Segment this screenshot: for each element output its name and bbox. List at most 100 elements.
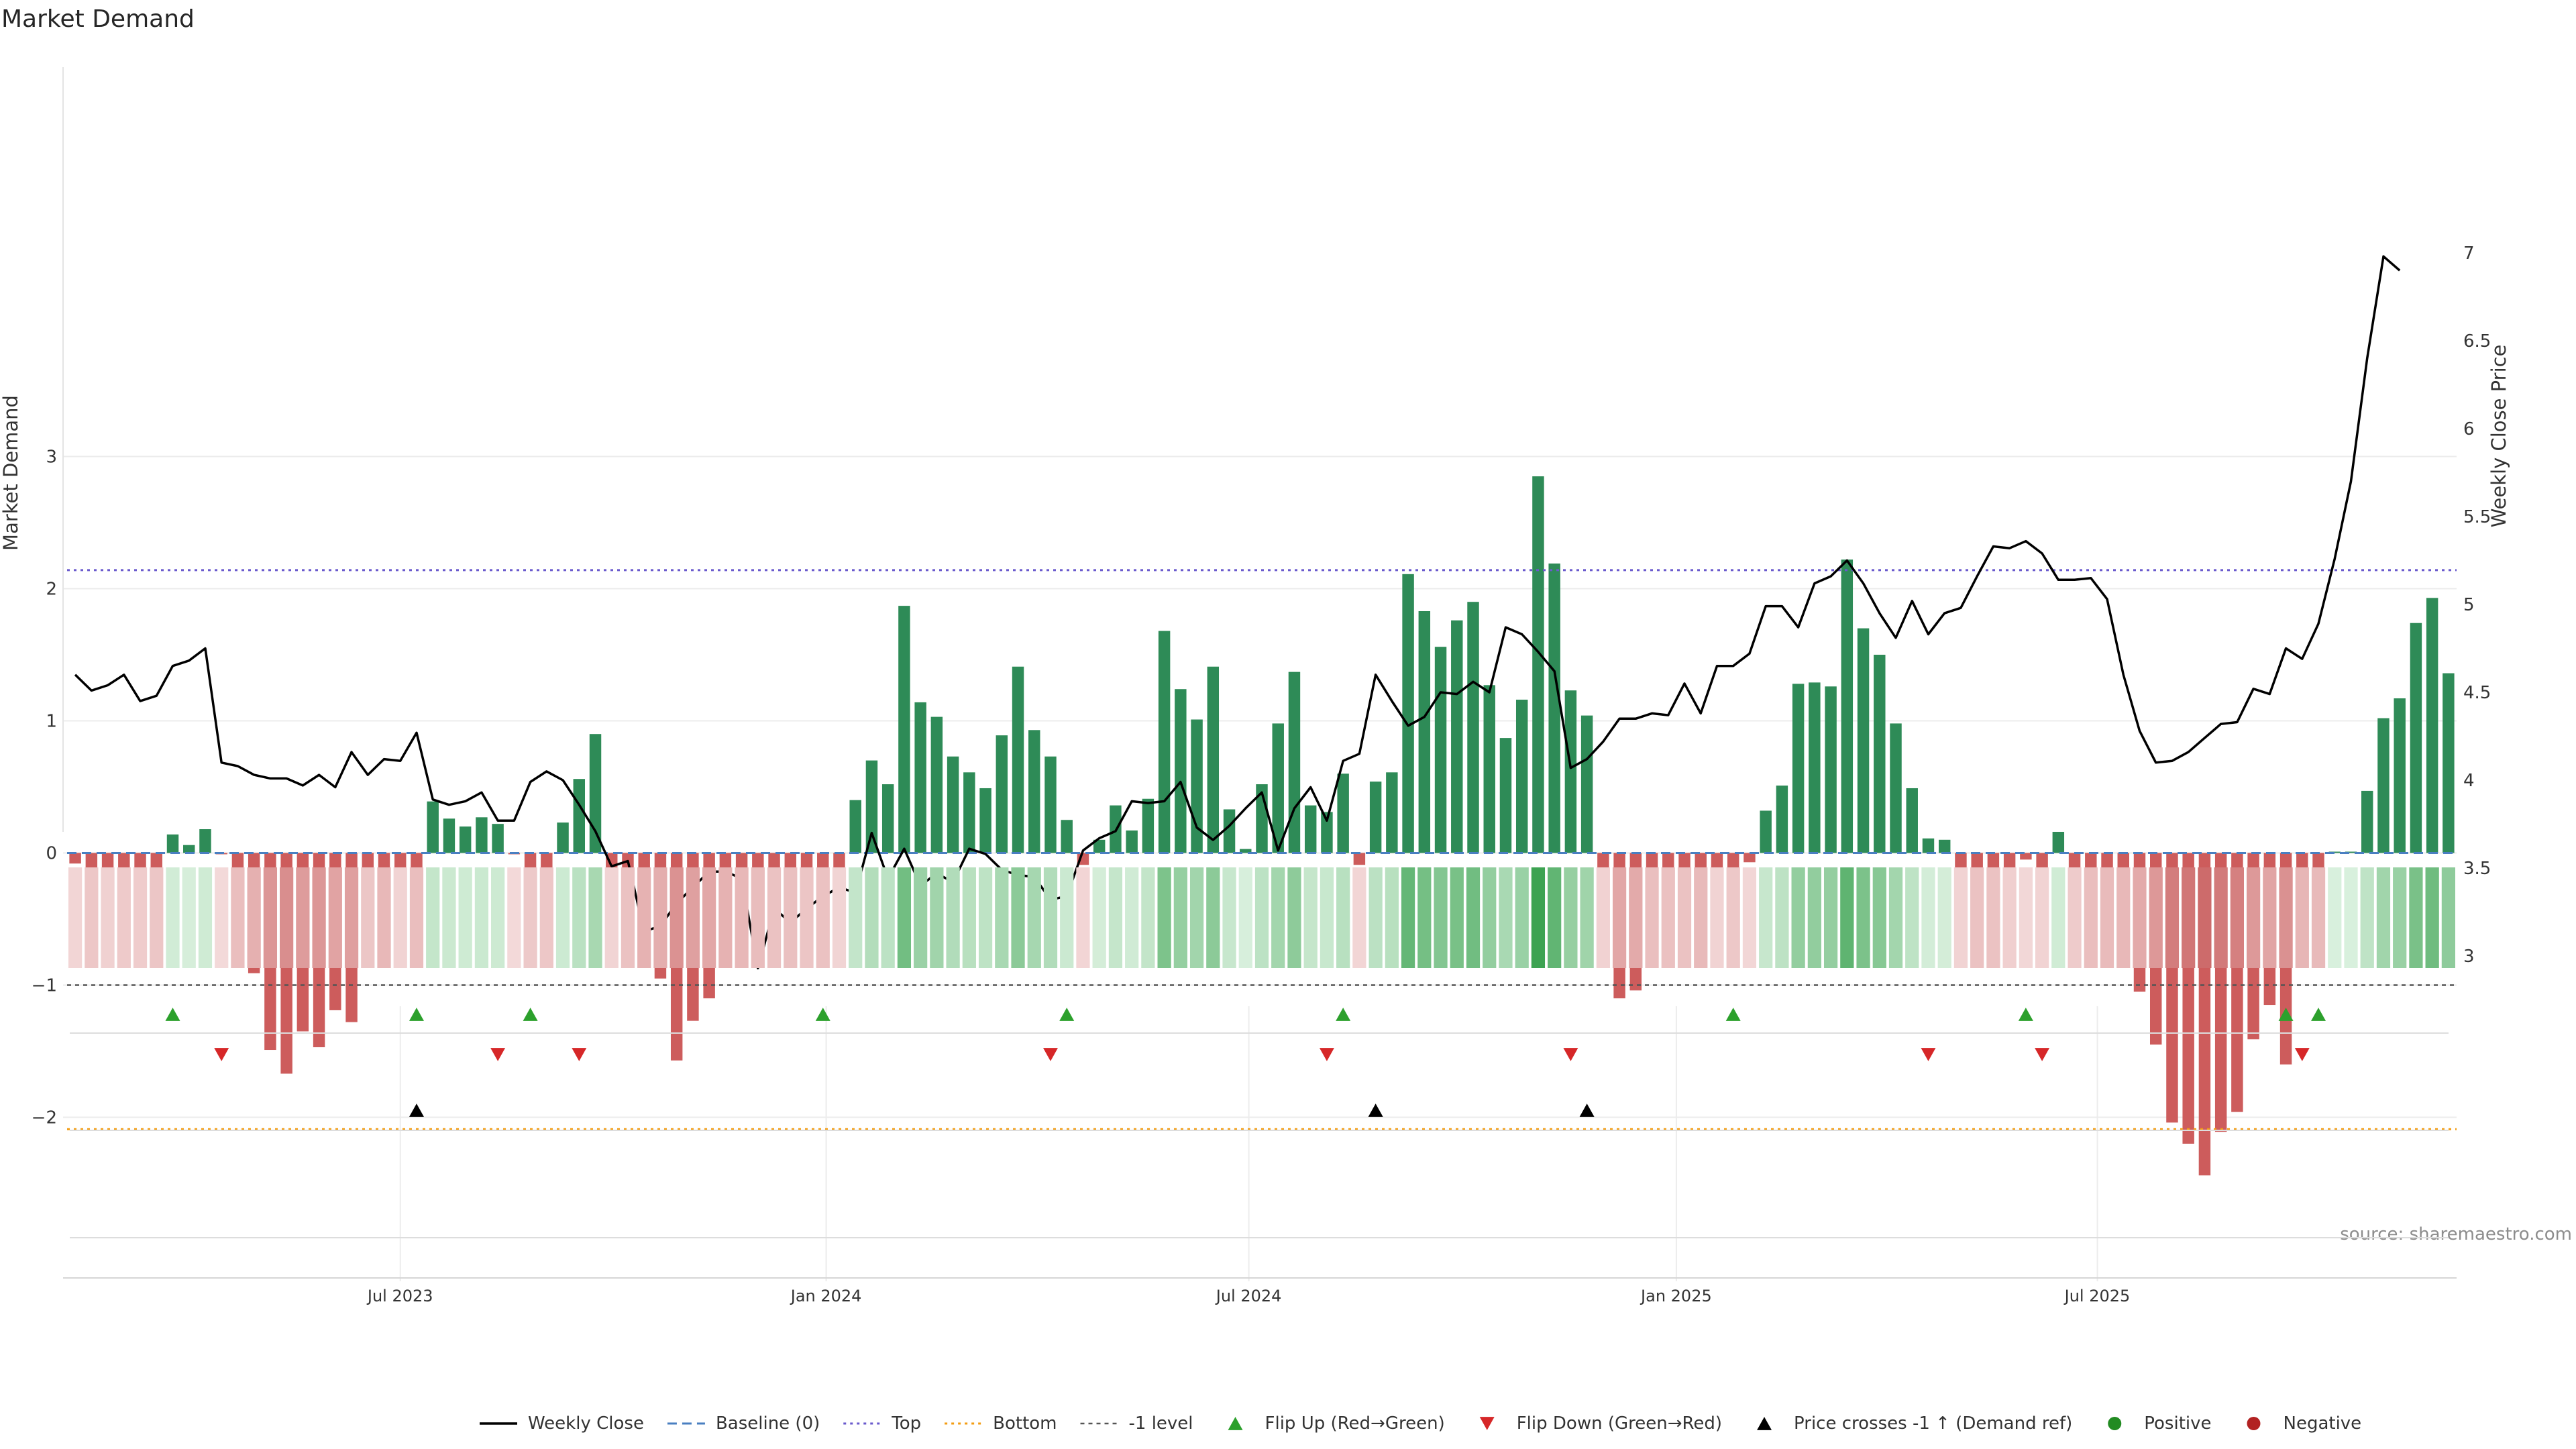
heat-cell <box>800 867 814 968</box>
demand-bar <box>2443 673 2455 853</box>
heat-cell <box>784 867 798 968</box>
y2-tick-label: 3 <box>2463 947 2475 967</box>
demand-bar <box>1175 689 1187 853</box>
heat-cell <box>2165 867 2180 968</box>
heat-cell <box>1872 867 1886 968</box>
heat-cell <box>2295 867 2309 968</box>
demand-bar <box>1955 853 1967 872</box>
heat-cell <box>1385 867 1399 968</box>
demand-bar <box>2410 623 2422 853</box>
heat-cell <box>133 867 148 968</box>
heat-cell <box>1125 867 1139 968</box>
flip-up-marker <box>523 1008 538 1021</box>
heat-cell <box>1434 867 1448 968</box>
price-cross-marker <box>1579 1104 1595 1117</box>
heat-cell <box>2376 867 2391 968</box>
demand-bar <box>1093 839 1106 853</box>
heat-cell <box>653 867 667 968</box>
legend-label: Baseline (0) <box>716 1413 820 1434</box>
heat-cell <box>1629 867 1643 968</box>
demand-bar <box>1906 788 1918 853</box>
heat-cell <box>1368 867 1383 968</box>
demand-bar <box>394 853 407 871</box>
heat-cell <box>1076 867 1090 968</box>
heat-cell <box>2328 867 2342 968</box>
heat-cell <box>1531 867 1546 968</box>
demand-bar <box>2361 790 2373 853</box>
heat-cell <box>1515 867 1529 968</box>
demand-bar <box>1809 682 1821 853</box>
demand-bar <box>1288 672 1301 853</box>
price-cross-panel <box>70 1104 2449 1131</box>
heat-cell <box>1303 867 1318 968</box>
heat-cell <box>1645 867 1659 968</box>
heat-cell <box>2393 867 2407 968</box>
demand-bar <box>427 801 439 853</box>
heat-cell <box>2133 867 2147 968</box>
heat-cell <box>2246 867 2261 968</box>
demand-bar <box>979 788 991 853</box>
x-tick-label: Jul 2023 <box>366 1287 433 1305</box>
demand-bar <box>1240 849 1252 853</box>
demand-bar <box>476 817 488 853</box>
heat-cell <box>2002 867 2017 968</box>
demand-bar <box>1044 756 1057 853</box>
heat-cell <box>1027 867 1041 968</box>
demand-bar <box>1857 628 1870 853</box>
demand-bar <box>930 716 943 853</box>
heat-cell <box>995 867 1009 968</box>
flip-up-marker <box>2278 1008 2294 1021</box>
x-tick-label: Jan 2024 <box>790 1287 862 1305</box>
demand-bar <box>1890 723 1902 853</box>
legend-label: -1 level <box>1129 1413 1193 1434</box>
demand-bar <box>1369 782 1382 853</box>
heat-cell <box>702 867 716 968</box>
heat-cell <box>1661 867 1675 968</box>
heat-cell <box>231 867 245 968</box>
heat-cell <box>377 867 391 968</box>
heat-cell <box>491 867 505 968</box>
demand-bar <box>2426 598 2438 853</box>
demand-bar <box>914 702 926 853</box>
demand-bar <box>1434 647 1447 853</box>
reference-lines <box>67 569 2457 1130</box>
heat-cell <box>101 867 115 968</box>
heat-cell <box>426 867 440 968</box>
heat-cell <box>669 867 684 968</box>
demand-bar <box>1548 564 1560 853</box>
heat-cell <box>523 867 537 968</box>
heat-cell <box>849 867 863 968</box>
heat-cell <box>1580 867 1594 968</box>
demand-bar <box>865 760 878 853</box>
demand-bar <box>2036 853 2048 872</box>
heat-cell <box>962 867 976 968</box>
demand-bar <box>166 834 179 853</box>
heat-cell <box>2051 867 2065 968</box>
heat-cell <box>458 867 472 968</box>
demand-bar <box>1223 809 1236 853</box>
y-tick-label: 3 <box>46 447 57 468</box>
heat-cell <box>361 867 375 968</box>
flip-down-marker <box>1319 1048 1334 1061</box>
heat-cell <box>1840 867 1854 968</box>
heat-cell <box>344 867 359 968</box>
demand-bar <box>1321 812 1333 853</box>
heat-cell <box>1141 867 1155 968</box>
heat-cell <box>1742 867 1757 968</box>
legend-label: Flip Down (Green→Red) <box>1517 1413 1722 1434</box>
demand-bar <box>69 853 81 864</box>
heat-cell <box>1222 867 1236 968</box>
heat-cell <box>2360 867 2374 968</box>
legend-label: Flip Up (Red→Green) <box>1265 1413 1445 1434</box>
heat-cell <box>68 867 83 968</box>
demand-bar <box>1922 838 1935 853</box>
heat-cell <box>2035 867 2049 968</box>
heat-cell <box>1092 867 1106 968</box>
demand-bar <box>1532 476 1544 853</box>
heat-cell <box>1320 867 1334 968</box>
heat-cell <box>1986 867 2000 968</box>
heat-cell <box>1937 867 1951 968</box>
demand-bar <box>1061 820 1073 853</box>
heat-cell <box>2019 867 2033 968</box>
demand-bar <box>898 606 910 853</box>
